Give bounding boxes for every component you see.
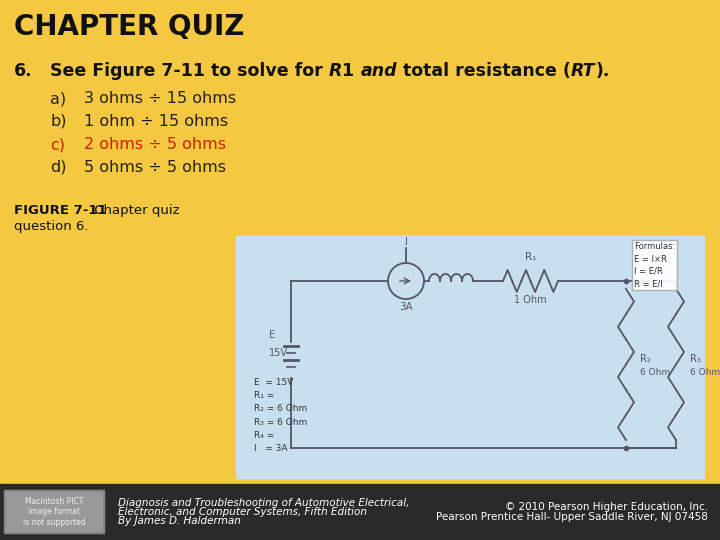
Text: 1 Ohm: 1 Ohm — [514, 295, 546, 305]
Text: R₃: R₃ — [690, 354, 701, 364]
Text: FIGURE 7-11: FIGURE 7-11 — [14, 204, 107, 217]
Text: By James D. Halderman: By James D. Halderman — [118, 516, 241, 526]
Text: RT: RT — [571, 62, 595, 80]
Text: 5 ohms ÷ 5 ohms: 5 ohms ÷ 5 ohms — [84, 160, 226, 175]
Text: Chapter quiz: Chapter quiz — [90, 204, 179, 217]
Text: CHAPTER QUIZ: CHAPTER QUIZ — [14, 13, 244, 41]
Text: 1 ohm ÷ 15 ohms: 1 ohm ÷ 15 ohms — [84, 114, 228, 129]
Text: Diagnosis and Troubleshooting of Automotive Electrical,: Diagnosis and Troubleshooting of Automot… — [118, 498, 410, 508]
Text: See Figure 7-11 to solve for: See Figure 7-11 to solve for — [50, 62, 329, 80]
Text: R₁: R₁ — [525, 252, 536, 262]
Text: ).: ). — [595, 62, 610, 80]
Text: d): d) — [50, 160, 66, 175]
Text: E: E — [269, 329, 275, 340]
Bar — [236, 236, 704, 478]
Text: © 2010 Pearson Higher Education, Inc.: © 2010 Pearson Higher Education, Inc. — [505, 502, 708, 512]
Text: c): c) — [50, 137, 65, 152]
Text: R₂: R₂ — [640, 354, 651, 364]
Text: 3A: 3A — [399, 302, 413, 312]
Text: question 6.: question 6. — [14, 220, 89, 233]
Text: 15V: 15V — [269, 348, 288, 357]
Text: 6 Ohm: 6 Ohm — [690, 368, 720, 377]
Text: E  = 15V
R₁ =
R₂ = 6 Ohm
R₃ = 6 Ohm
R₄ =
I   = 3A: E = 15V R₁ = R₂ = 6 Ohm R₃ = 6 Ohm R₄ = … — [254, 378, 307, 453]
Text: Formulas:
E = I×R
I = E/R
R = E/I: Formulas: E = I×R I = E/R R = E/I — [634, 242, 675, 288]
Text: I: I — [405, 237, 408, 247]
Text: Macintosh PICT
image format
is not supported: Macintosh PICT image format is not suppo… — [22, 497, 86, 527]
Bar — [4, 490, 104, 533]
Text: b): b) — [50, 114, 66, 129]
Text: 2 ohms ÷ 5 ohms: 2 ohms ÷ 5 ohms — [84, 137, 226, 152]
Text: Pearson Prentice Hall- Upper Saddle River, NJ 07458: Pearson Prentice Hall- Upper Saddle Rive… — [436, 512, 708, 522]
Text: 1: 1 — [342, 62, 360, 80]
Text: R: R — [329, 62, 342, 80]
Text: 3 ohms ÷ 15 ohms: 3 ohms ÷ 15 ohms — [84, 91, 236, 106]
Bar — [0, 484, 720, 540]
Text: 6 Ohm: 6 Ohm — [640, 368, 670, 377]
Text: a): a) — [50, 91, 66, 106]
Text: total resistance (: total resistance ( — [397, 62, 571, 80]
Text: 6.: 6. — [14, 62, 32, 80]
Text: and: and — [360, 62, 397, 80]
Text: Electronic, and Computer Systems, Fifth Edition: Electronic, and Computer Systems, Fifth … — [118, 507, 367, 517]
Bar — [6, 492, 102, 531]
